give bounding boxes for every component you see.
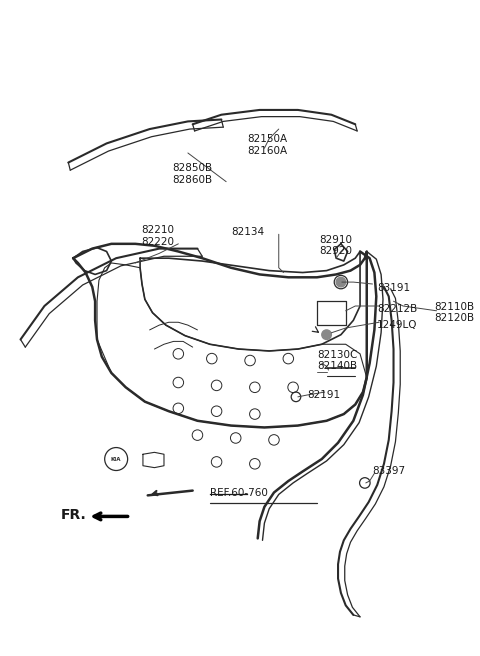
Text: 82110B
82120B: 82110B 82120B <box>435 302 475 323</box>
Circle shape <box>336 277 346 287</box>
Text: 82134: 82134 <box>231 227 264 237</box>
Text: 82910
82920: 82910 82920 <box>320 235 353 256</box>
Text: 82191: 82191 <box>308 390 341 400</box>
Text: 83397: 83397 <box>372 466 406 476</box>
Text: KIA: KIA <box>111 457 121 462</box>
Text: REF.60-760: REF.60-760 <box>210 487 268 497</box>
Text: FR.: FR. <box>60 508 86 522</box>
Circle shape <box>322 330 331 339</box>
Text: 83191: 83191 <box>377 283 410 293</box>
Text: 82850B
82860B: 82850B 82860B <box>173 163 213 184</box>
Text: 82212B: 82212B <box>377 304 418 314</box>
Text: 82150A
82160A: 82150A 82160A <box>247 134 288 156</box>
Text: 82130C
82140B: 82130C 82140B <box>317 350 358 371</box>
Text: 82210
82220: 82210 82220 <box>141 225 174 247</box>
Text: 1249LQ: 1249LQ <box>377 320 418 330</box>
